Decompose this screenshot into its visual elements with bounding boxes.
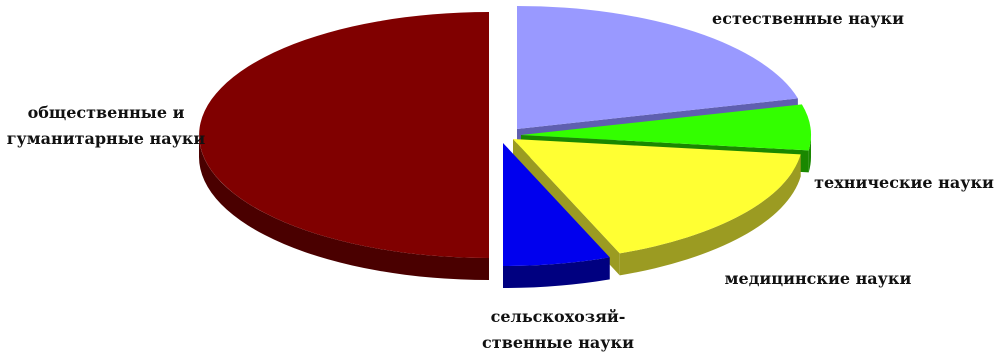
slice-agricultural-sciences — [503, 143, 610, 266]
slice-side-medical-sciences — [619, 154, 801, 276]
label-agricultural-sciences: сельскохозяй-ственные науки — [482, 307, 634, 352]
label-social-humanities: общественные и гуманитарные науки — [7, 103, 206, 148]
label-medical-sciences: медицинские науки — [725, 269, 912, 288]
slice-natural-sciences — [517, 6, 798, 129]
slice-side-technical-sciences — [808, 135, 812, 173]
label-natural-sciences: естественные науки — [712, 9, 904, 28]
slice-technical-sciences — [521, 104, 811, 151]
slice-labels: естественные науки технические науки медиц… — [7, 9, 994, 352]
slice-side-social-humanities — [199, 135, 489, 280]
label-technical-sciences: технические науки — [814, 173, 994, 192]
slice-medical-sciences — [513, 139, 801, 254]
slice-tops — [199, 6, 811, 266]
slice-social-humanities — [199, 12, 489, 258]
slice-side-agricultural-sciences — [503, 257, 610, 288]
